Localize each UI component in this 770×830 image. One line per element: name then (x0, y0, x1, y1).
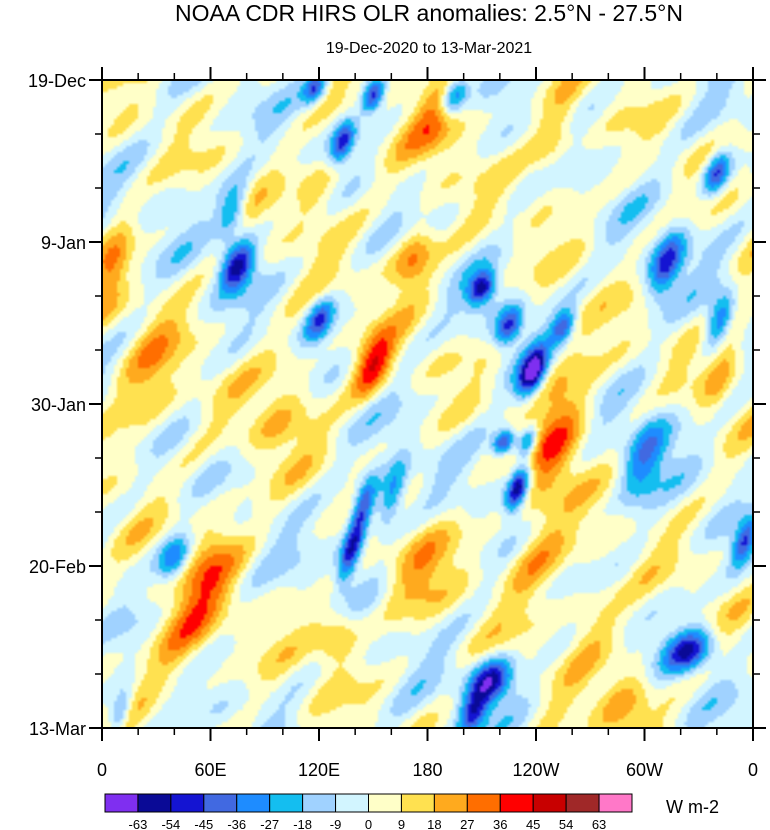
colorbar-label: -63 (129, 817, 148, 830)
x-tick-label: 120E (298, 760, 340, 780)
chart-subtitle: 19-Dec-2020 to 13-Mar-2021 (325, 40, 533, 57)
x-tick-label: 120W (512, 760, 559, 780)
x-tick-label: 60W (626, 760, 663, 780)
colorbar-swatch (302, 793, 337, 813)
colorbar-swatch (532, 793, 567, 813)
colorbar-swatch (368, 793, 402, 813)
colorbar-label: 0 (365, 817, 372, 830)
colorbar-label: 36 (493, 817, 507, 830)
colorbar-label: -18 (293, 817, 312, 830)
colorbar-label: 9 (398, 817, 405, 830)
olr-anomaly-field (102, 80, 753, 728)
x-tick-label: 0 (748, 760, 758, 780)
y-tick-label: 9-Jan (41, 233, 86, 253)
colorbar: -63 -54 -45 -36 -27 -18 -9 0 9 18 27 36 45 54 63 (104, 793, 633, 830)
colorbar-swatch (499, 793, 534, 813)
colorbar-label: -9 (330, 817, 342, 830)
y-tick-label: 13-Mar (29, 719, 86, 739)
colorbar-swatch (565, 793, 600, 813)
colorbar-label: 18 (427, 817, 441, 830)
colorbar-label: 54 (559, 817, 573, 830)
y-tick-label: 30-Jan (31, 395, 86, 415)
x-tick-label: 180 (412, 760, 442, 780)
colorbar-swatch (170, 793, 205, 813)
colorbar-label: 45 (526, 817, 540, 830)
x-tick-label: 60E (194, 760, 226, 780)
colorbar-label: -27 (260, 817, 279, 830)
colorbar-swatch (466, 793, 501, 813)
colorbar-label: 27 (460, 817, 474, 830)
colorbar-label: -36 (227, 817, 246, 830)
x-tick-label: 0 (97, 760, 107, 780)
colorbar-swatch (203, 793, 238, 813)
colorbar-swatch (137, 793, 172, 813)
y-axis: 19-Dec 9-Jan 30-Jan 20-Feb 13-Mar (28, 71, 766, 739)
x-axis: 0 60E 120E 180 120W 60W 0 (97, 67, 758, 780)
colorbar-swatch (400, 793, 435, 813)
colorbar-swatch (104, 793, 139, 813)
colorbar-swatch (236, 793, 271, 813)
chart-title: NOAA CDR HIRS OLR anomalies: 2.5°N - 27.… (175, 0, 683, 26)
colorbar-swatch (598, 793, 633, 813)
colorbar-swatch (269, 793, 304, 813)
colorbar-swatch (335, 793, 369, 813)
y-tick-label: 20-Feb (29, 557, 86, 577)
colorbar-units: W m-2 (666, 797, 719, 817)
y-tick-label: 19-Dec (28, 71, 86, 91)
colorbar-label: -45 (194, 817, 213, 830)
colorbar-label: -54 (161, 817, 180, 830)
colorbar-label: 63 (592, 817, 606, 830)
colorbar-swatch (433, 793, 468, 813)
